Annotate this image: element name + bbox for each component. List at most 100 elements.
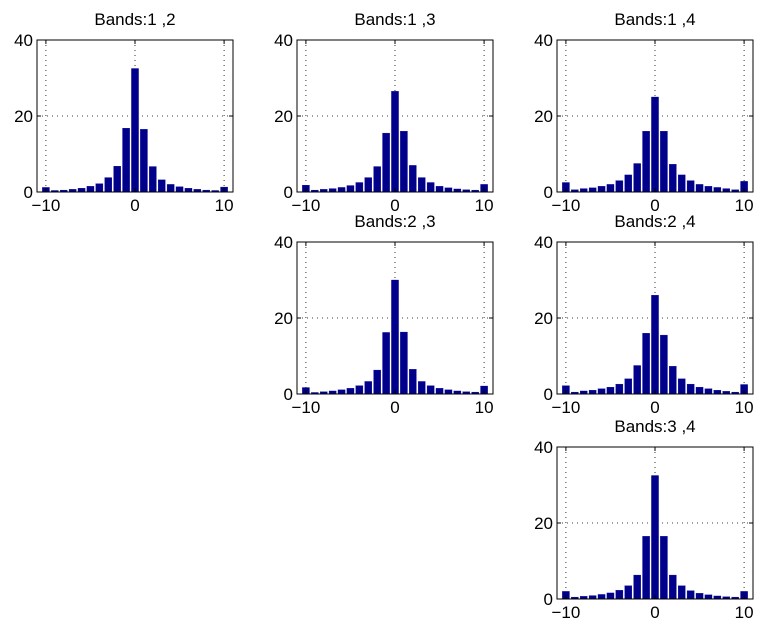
x-tick-label: −10 — [551, 196, 580, 215]
histogram-bar — [346, 388, 355, 395]
histogram-bar — [660, 536, 668, 600]
histogram-bar — [651, 475, 659, 600]
subplot-title: Bands:3 ,4 — [614, 417, 695, 436]
histogram-bar — [678, 174, 686, 193]
histogram-bar — [704, 594, 713, 600]
histogram-bar — [660, 334, 668, 395]
y-tick-label: 0 — [284, 385, 293, 404]
histogram-bar — [444, 187, 453, 193]
histogram-bar — [337, 187, 346, 193]
histogram-bar — [418, 381, 426, 395]
x-tick-label: 10 — [475, 398, 494, 417]
histogram-bar — [391, 279, 399, 395]
histogram-bar — [669, 366, 677, 395]
histogram-bar — [166, 184, 175, 193]
histogram-bar — [355, 385, 364, 395]
histogram-bar — [435, 186, 444, 193]
y-tick-label: 20 — [534, 309, 553, 328]
x-tick-label: −10 — [31, 196, 60, 215]
x-tick-label: 10 — [735, 603, 754, 622]
histogram-bar — [382, 332, 390, 395]
histogram-bar — [337, 389, 346, 395]
x-tick-label: 0 — [650, 603, 659, 622]
histogram-bar — [444, 389, 453, 395]
y-tick-label: 20 — [274, 107, 293, 126]
histogram-bar — [713, 187, 722, 193]
x-tick-label: −10 — [551, 603, 580, 622]
histogram-bar — [606, 592, 615, 600]
histogram-bar — [678, 585, 686, 600]
histogram-bar — [678, 378, 686, 395]
histogram-bar — [642, 536, 650, 600]
histogram-bar — [426, 182, 435, 193]
y-tick-label: 0 — [544, 385, 553, 404]
histogram-bar — [615, 590, 624, 600]
histogram-bar — [86, 186, 95, 193]
y-tick-label: 0 — [544, 590, 553, 609]
subplot-title: Bands:1 ,2 — [94, 10, 175, 29]
histogram-bar — [588, 390, 597, 395]
y-tick-label: 0 — [284, 183, 293, 202]
y-tick-label: 40 — [534, 233, 553, 252]
subplot-title: Bands:2 ,4 — [614, 212, 695, 231]
x-tick-label: −10 — [291, 398, 320, 417]
histogram-bar — [382, 132, 390, 193]
histogram-bar — [95, 183, 104, 193]
y-tick-label: 0 — [544, 183, 553, 202]
histogram-bar — [624, 378, 632, 395]
histogram-bar — [409, 369, 417, 395]
x-tick-label: 10 — [475, 196, 494, 215]
x-tick-label: 0 — [130, 196, 139, 215]
histogram-bar — [418, 177, 426, 193]
histogram-bar — [722, 188, 730, 193]
histogram-bar — [328, 188, 337, 193]
histogram-bar — [426, 385, 435, 395]
histogram-bar — [651, 295, 659, 395]
subplot-title: Bands:2 ,3 — [354, 212, 435, 231]
histogram-bar — [660, 131, 668, 193]
x-tick-label: 0 — [650, 398, 659, 417]
histogram-bar — [615, 180, 624, 193]
x-tick-label: −10 — [291, 196, 320, 215]
histogram-bar — [77, 188, 86, 193]
y-tick-label: 20 — [14, 107, 33, 126]
histogram-bar — [686, 383, 695, 395]
histogram-bar — [597, 388, 606, 395]
histogram-bar — [695, 593, 704, 600]
histogram-bar — [104, 177, 112, 193]
histogram-bar — [175, 186, 184, 193]
subplot-title: Bands:1 ,3 — [354, 10, 435, 29]
histogram-bar — [400, 131, 408, 193]
histogram-bar — [588, 595, 597, 600]
x-tick-label: −10 — [551, 398, 580, 417]
x-tick-label: 0 — [650, 196, 659, 215]
y-tick-label: 20 — [274, 309, 293, 328]
y-tick-label: 40 — [14, 31, 33, 50]
x-tick-label: 0 — [390, 398, 399, 417]
histogram-bar — [606, 184, 615, 193]
histogram-bar — [373, 369, 381, 395]
histogram-bar — [642, 333, 650, 395]
histogram-bar — [158, 179, 166, 193]
histogram-bar — [391, 91, 399, 193]
histogram-bar — [633, 163, 641, 193]
histogram-bar — [704, 186, 713, 193]
y-tick-label: 40 — [274, 31, 293, 50]
histogram-bar — [704, 388, 713, 395]
histogram-bar — [633, 574, 641, 600]
histogram-bar — [588, 187, 597, 193]
histogram-bar — [355, 182, 364, 193]
histogram-bar — [695, 184, 704, 193]
x-tick-label: 10 — [735, 196, 754, 215]
histogram-bar — [624, 585, 632, 600]
y-tick-label: 20 — [534, 107, 553, 126]
histogram-bar — [669, 164, 677, 193]
subplot-title: Bands:1 ,4 — [614, 10, 695, 29]
